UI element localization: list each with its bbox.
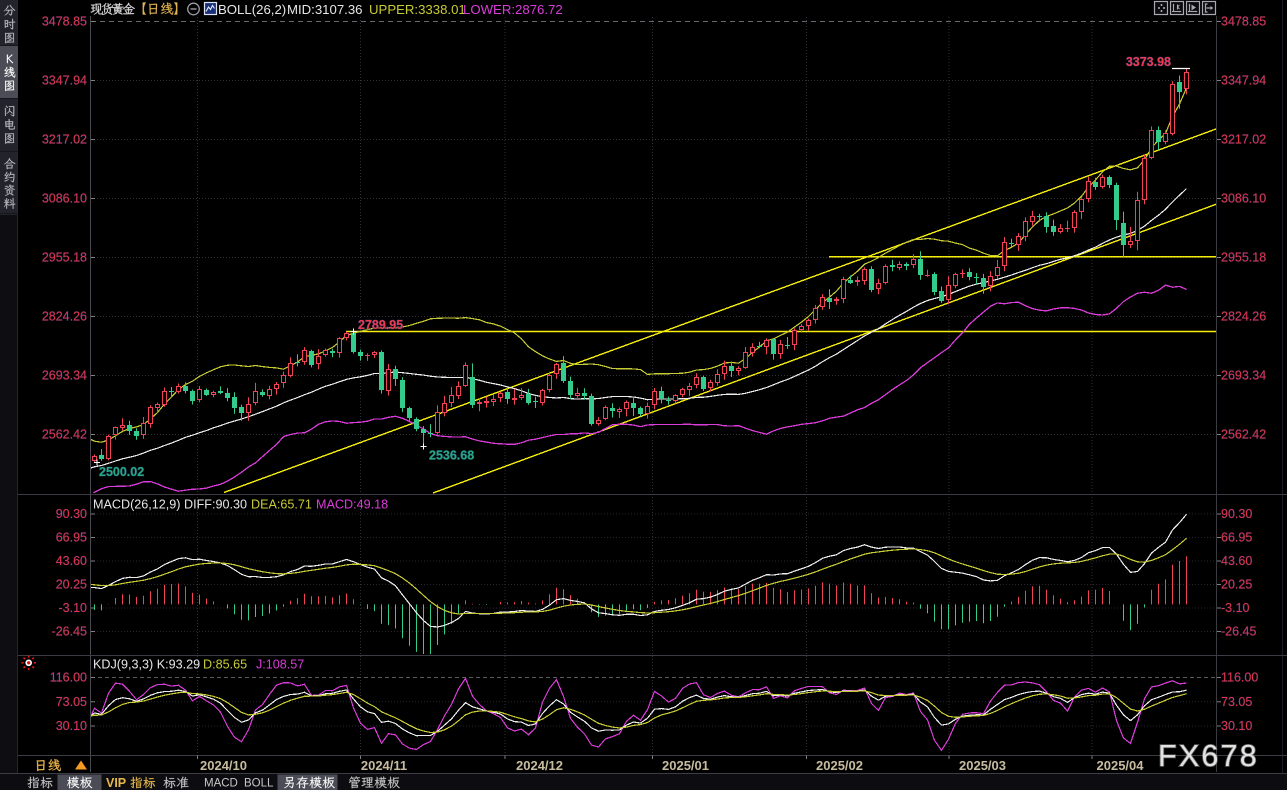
svg-text:LOWER:2876.72: LOWER:2876.72	[463, 2, 563, 17]
svg-text:3217.02: 3217.02	[1221, 133, 1266, 147]
svg-text:J:108.57: J:108.57	[256, 658, 304, 672]
svg-text:43.60: 43.60	[1221, 554, 1252, 568]
svg-text:UPPER:3338.01: UPPER:3338.01	[369, 2, 466, 17]
svg-text:2824.26: 2824.26	[1221, 310, 1266, 324]
svg-text:BOLL(26,2): BOLL(26,2)	[218, 2, 286, 17]
svg-text:90.30: 90.30	[56, 507, 87, 521]
svg-text:3478.85: 3478.85	[42, 15, 87, 29]
svg-text:3373.98: 3373.98	[1126, 55, 1171, 69]
svg-text:2955.18: 2955.18	[1221, 251, 1266, 265]
svg-text:FX678: FX678	[1158, 739, 1259, 773]
svg-text:2500.02: 2500.02	[99, 465, 144, 479]
svg-text:2789.95: 2789.95	[358, 318, 403, 332]
svg-text:2562.42: 2562.42	[1221, 428, 1266, 442]
svg-text:D:85.65: D:85.65	[203, 658, 247, 672]
svg-text:2025/04: 2025/04	[1097, 758, 1145, 773]
svg-text:3347.94: 3347.94	[1221, 74, 1266, 88]
svg-text:3478.85: 3478.85	[1221, 15, 1266, 29]
svg-text:66.95: 66.95	[1221, 531, 1252, 545]
svg-text:2955.18: 2955.18	[42, 251, 87, 265]
svg-text:MACD(26,12,9) DIFF:90.30: MACD(26,12,9) DIFF:90.30	[93, 498, 247, 512]
svg-text:116.00: 116.00	[1221, 671, 1258, 685]
svg-text:66.95: 66.95	[56, 531, 87, 545]
svg-text:2025/02: 2025/02	[816, 758, 863, 773]
svg-text:90.30: 90.30	[1221, 507, 1252, 521]
svg-text:2536.68: 2536.68	[429, 449, 474, 463]
svg-text:MACD: MACD	[204, 778, 238, 790]
svg-text:3217.02: 3217.02	[42, 133, 87, 147]
svg-text:2025/01: 2025/01	[662, 758, 709, 773]
svg-text:-26.45: -26.45	[1221, 625, 1256, 639]
svg-text:2025/03: 2025/03	[959, 758, 1006, 773]
svg-text:-3.10: -3.10	[1221, 601, 1250, 615]
svg-text:DEA:65.71: DEA:65.71	[251, 498, 312, 512]
svg-text:2693.34: 2693.34	[42, 369, 87, 383]
svg-text:3086.10: 3086.10	[1221, 192, 1266, 206]
svg-text:3086.10: 3086.10	[42, 192, 87, 206]
svg-text:-26.45: -26.45	[52, 625, 87, 639]
svg-text:73.05: 73.05	[56, 695, 87, 709]
svg-text:-3.10: -3.10	[59, 601, 88, 615]
svg-text:KDJ(9,3,3) K:93.29: KDJ(9,3,3) K:93.29	[93, 658, 200, 672]
svg-text:116.00: 116.00	[50, 671, 87, 685]
svg-text:2024/10: 2024/10	[200, 758, 247, 773]
svg-text:43.60: 43.60	[56, 554, 87, 568]
svg-text:20.25: 20.25	[1221, 578, 1252, 592]
svg-text:2024/11: 2024/11	[361, 758, 407, 773]
svg-text:73.05: 73.05	[1221, 695, 1252, 709]
svg-text:30.10: 30.10	[56, 719, 87, 733]
svg-text:MID:3107.36: MID:3107.36	[287, 2, 363, 17]
svg-text:MACD:49.18: MACD:49.18	[316, 498, 388, 512]
svg-text:2562.42: 2562.42	[42, 428, 87, 442]
svg-text:2693.34: 2693.34	[1221, 369, 1266, 383]
svg-text:20.25: 20.25	[56, 578, 87, 592]
svg-text:2024/12: 2024/12	[516, 758, 563, 773]
svg-text:30.10: 30.10	[1221, 719, 1252, 733]
svg-text:2824.26: 2824.26	[42, 310, 87, 324]
svg-text:3347.94: 3347.94	[42, 74, 87, 88]
svg-text:VIP: VIP	[106, 776, 126, 790]
svg-text:BOLL: BOLL	[244, 778, 274, 790]
